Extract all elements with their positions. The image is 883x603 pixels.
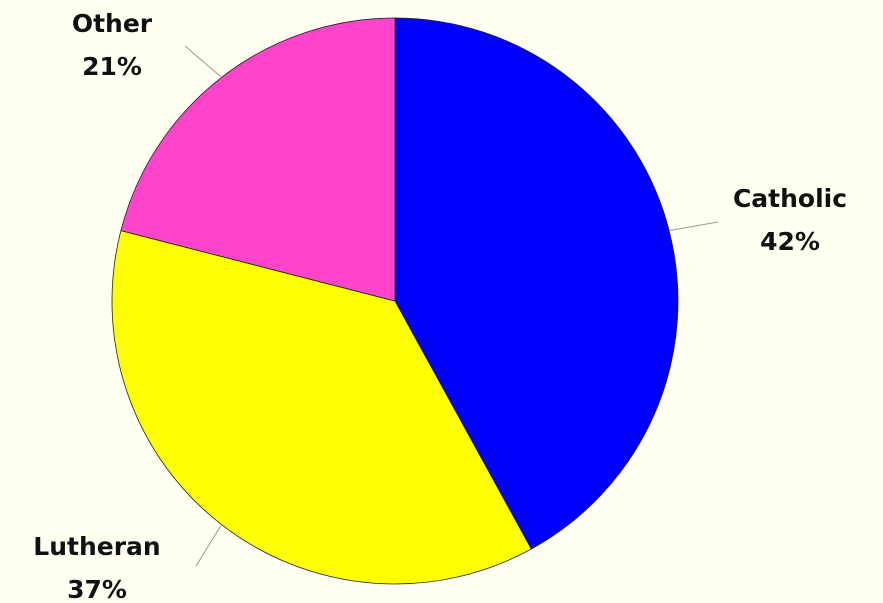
- leader-line: [184, 45, 222, 78]
- slice-value-label: 37%: [67, 575, 127, 603]
- slice-value-label: 21%: [82, 52, 142, 81]
- pie-slice: [120, 17, 396, 302]
- leader-line: [669, 221, 719, 232]
- slice-value-label: 42%: [760, 227, 820, 256]
- slice-label: Catholic: [733, 184, 847, 213]
- leader-line: [195, 524, 222, 567]
- slice-label: Other: [72, 9, 153, 38]
- pie-slice: [111, 230, 532, 585]
- slice-label: Lutheran: [33, 532, 160, 561]
